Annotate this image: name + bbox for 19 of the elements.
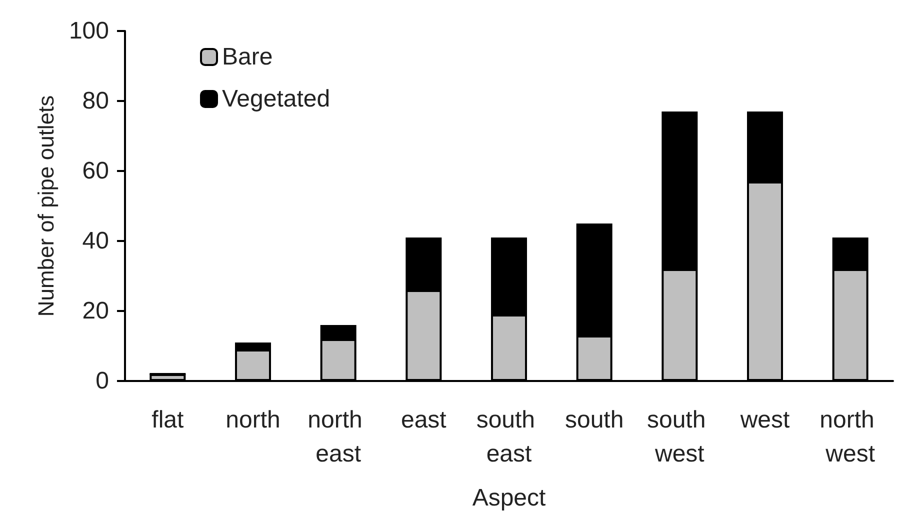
y-tick-label: 20	[82, 298, 109, 324]
x-axis-title: Aspect	[472, 484, 546, 512]
x-tick-label: east	[400, 406, 447, 434]
x-tick-label: south west	[646, 406, 712, 468]
y-tick-label: 60	[82, 158, 109, 184]
y-tick-label: 100	[68, 18, 109, 44]
legend-label: Vegetated	[222, 86, 330, 112]
x-tick-label: south	[564, 406, 624, 434]
legend-label: Bare	[222, 44, 273, 70]
y-tick-label: 0	[96, 368, 109, 394]
y-axis-title: Number of pipe outlets	[34, 95, 58, 317]
y-tick-label: 40	[82, 228, 109, 254]
x-tick-label: north	[226, 406, 280, 434]
x-tick-label: north west	[820, 406, 882, 468]
x-tick-label: north east	[308, 406, 370, 468]
x-tick-label: west	[739, 406, 790, 434]
y-tick-label: 80	[82, 88, 109, 114]
x-tick-label: flat	[152, 406, 184, 434]
x-tick-label: south east	[476, 406, 542, 468]
